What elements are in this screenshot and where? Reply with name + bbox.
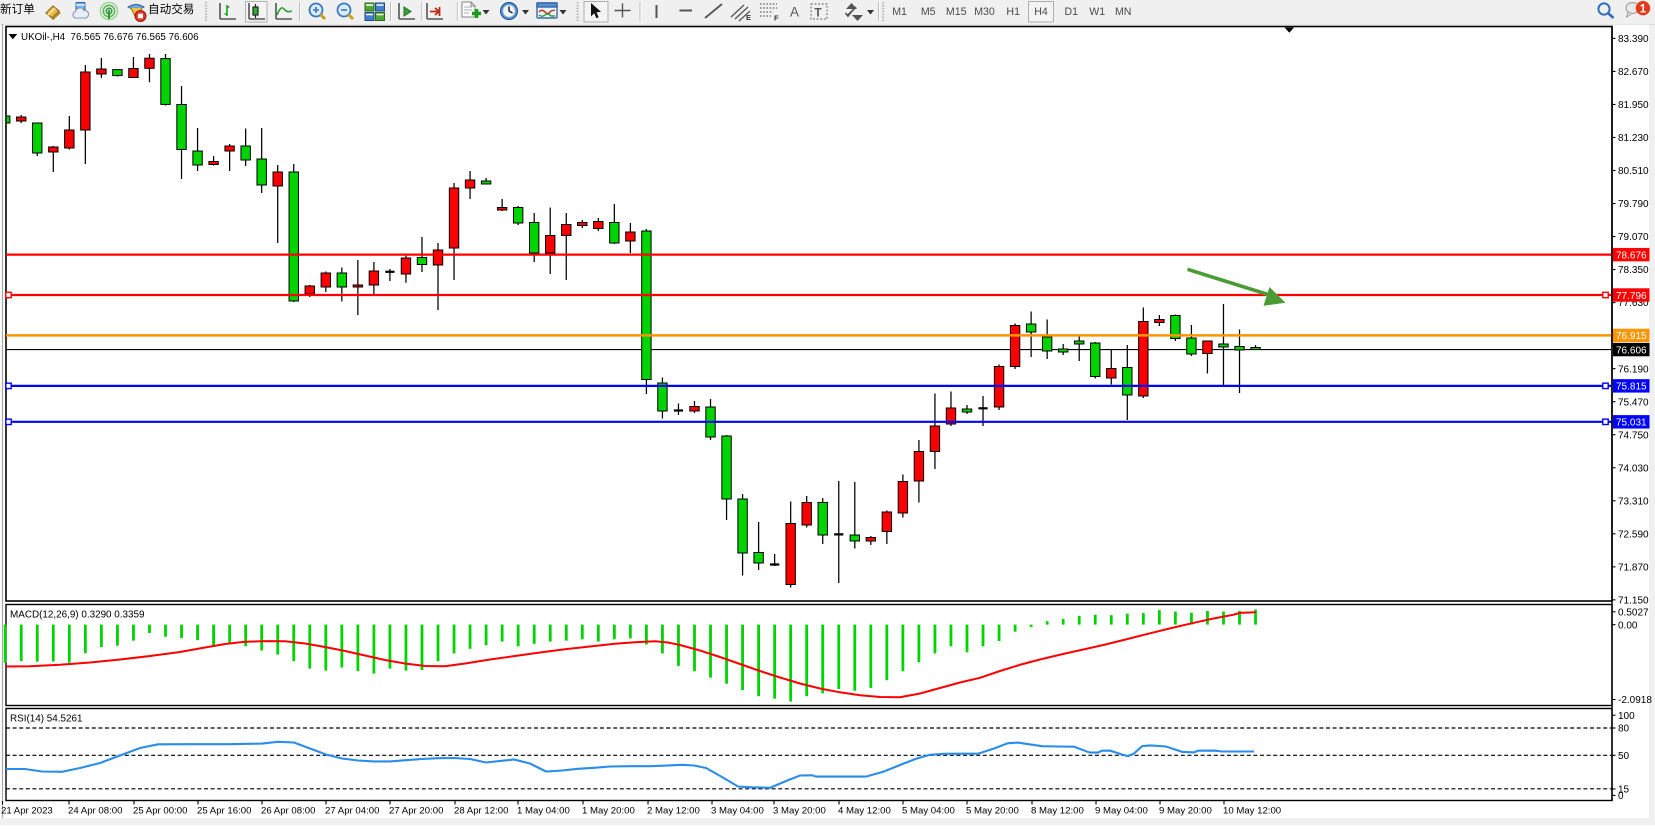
svg-text:80.510: 80.510	[1618, 166, 1649, 177]
svg-text:76.190: 76.190	[1618, 364, 1649, 375]
svg-text:1: 1	[1640, 3, 1647, 15]
svg-text:5 May 04:00: 5 May 04:00	[902, 806, 955, 817]
svg-text:75.815: 75.815	[1616, 382, 1647, 393]
svg-text:5 May 20:00: 5 May 20:00	[966, 806, 1019, 817]
svg-text:25 Apr 16:00: 25 Apr 16:00	[197, 806, 251, 817]
svg-text:3 May 04:00: 3 May 04:00	[711, 806, 764, 817]
svg-text:M30: M30	[974, 6, 995, 18]
svg-text:W1: W1	[1089, 6, 1105, 18]
svg-text:1 May 20:00: 1 May 20:00	[582, 806, 635, 817]
svg-text:75.470: 75.470	[1618, 397, 1649, 408]
svg-text:M15: M15	[946, 6, 967, 18]
svg-text:H4: H4	[1034, 6, 1048, 18]
svg-text:0: 0	[1618, 791, 1624, 802]
svg-text:F: F	[774, 14, 779, 23]
svg-text:27 Apr 04:00: 27 Apr 04:00	[325, 806, 379, 817]
svg-text:75.031: 75.031	[1616, 418, 1647, 429]
svg-text:77.796: 77.796	[1616, 291, 1647, 302]
svg-text:8 May 12:00: 8 May 12:00	[1031, 806, 1084, 817]
svg-text:T: T	[815, 8, 822, 20]
svg-text:RSI(14) 54.5261: RSI(14) 54.5261	[10, 714, 83, 725]
svg-text:4 May 12:00: 4 May 12:00	[838, 806, 891, 817]
svg-text:自动交易: 自动交易	[148, 2, 194, 16]
svg-text:9 May 20:00: 9 May 20:00	[1159, 806, 1212, 817]
svg-text:10 May 12:00: 10 May 12:00	[1223, 806, 1281, 817]
svg-text:0.00: 0.00	[1618, 620, 1638, 631]
svg-text:2 May 12:00: 2 May 12:00	[647, 806, 700, 817]
svg-text:M5: M5	[921, 6, 936, 18]
svg-text:76.606: 76.606	[1616, 345, 1647, 356]
svg-text:76.915: 76.915	[1616, 331, 1647, 342]
svg-text:74.750: 74.750	[1618, 430, 1649, 441]
svg-text:A: A	[790, 5, 799, 20]
svg-text:81.230: 81.230	[1618, 133, 1649, 144]
svg-text:77.630: 77.630	[1618, 298, 1649, 309]
svg-text:28 Apr 12:00: 28 Apr 12:00	[454, 806, 508, 817]
svg-text:D1: D1	[1065, 6, 1079, 18]
svg-text:79.070: 79.070	[1618, 232, 1649, 243]
svg-text:82.670: 82.670	[1618, 67, 1649, 78]
svg-text:24 Apr 08:00: 24 Apr 08:00	[68, 806, 122, 817]
svg-text:72.590: 72.590	[1618, 529, 1649, 540]
svg-text:15: 15	[1618, 785, 1630, 796]
svg-text:21 Apr 2023: 21 Apr 2023	[1, 806, 53, 817]
svg-text:新订单: 新订单	[0, 2, 35, 16]
svg-text:83.390: 83.390	[1618, 34, 1649, 45]
svg-text:71.870: 71.870	[1618, 562, 1649, 573]
svg-text:-2.0918: -2.0918	[1618, 695, 1652, 706]
svg-text:78.350: 78.350	[1618, 265, 1649, 276]
svg-text:E: E	[746, 13, 751, 22]
svg-text:27 Apr 20:00: 27 Apr 20:00	[389, 806, 443, 817]
svg-text:M1: M1	[892, 6, 907, 18]
svg-text:25 Apr 00:00: 25 Apr 00:00	[133, 806, 187, 817]
svg-text:80: 80	[1618, 724, 1630, 735]
svg-text:78.676: 78.676	[1616, 250, 1647, 261]
svg-text:H1: H1	[1006, 6, 1020, 18]
svg-text:71.150: 71.150	[1618, 595, 1649, 606]
svg-text:1 May 04:00: 1 May 04:00	[517, 806, 570, 817]
svg-text:100: 100	[1618, 711, 1635, 722]
svg-text:MN: MN	[1115, 6, 1131, 18]
svg-text:81.950: 81.950	[1618, 100, 1649, 111]
svg-text:0.5027: 0.5027	[1618, 607, 1649, 618]
svg-text:3 May 20:00: 3 May 20:00	[773, 806, 826, 817]
svg-text:9 May 04:00: 9 May 04:00	[1095, 806, 1148, 817]
svg-text:74.030: 74.030	[1618, 463, 1649, 474]
svg-text:MACD(12,26,9) 0.3290 0.3359: MACD(12,26,9) 0.3290 0.3359	[10, 610, 145, 621]
svg-text:26 Apr 08:00: 26 Apr 08:00	[261, 806, 315, 817]
svg-text:50: 50	[1618, 751, 1630, 762]
svg-text:79.790: 79.790	[1618, 199, 1649, 210]
svg-text:73.310: 73.310	[1618, 496, 1649, 507]
svg-text:UKOil-,H4 76.565 76.676 76.56: UKOil-,H4 76.565 76.676 76.565 76.606	[21, 32, 199, 43]
